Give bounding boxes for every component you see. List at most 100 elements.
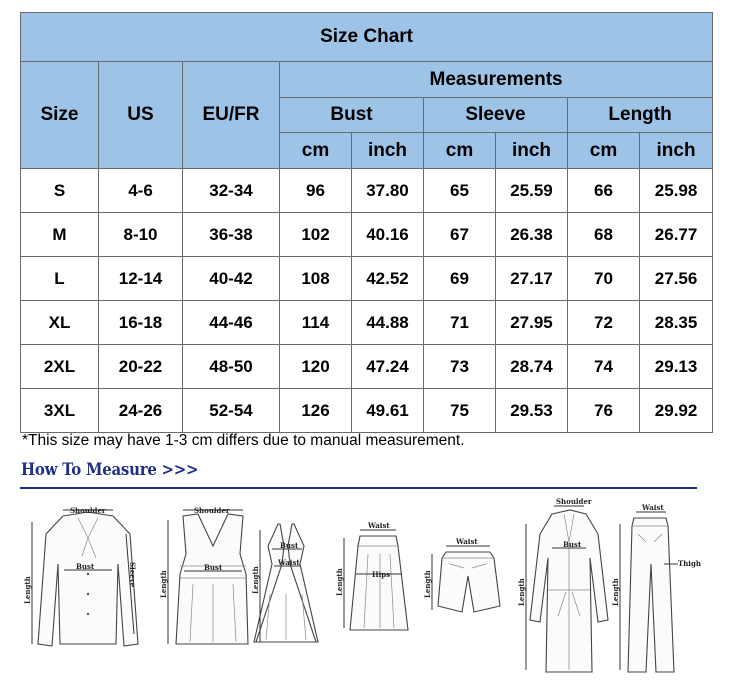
cell-bust-in: 40.16	[351, 212, 424, 257]
how-to-measure-diagrams: Shoulder Bust Length Sleeve Shoulder Bus…	[18, 494, 708, 684]
waist-label: Waist	[641, 503, 664, 512]
cell-length-in: 27.56	[638, 256, 714, 301]
blouse-diagram: Shoulder Bust Length Sleeve	[23, 506, 139, 647]
cell-length-cm: 68	[567, 212, 640, 257]
bust-label: Bust	[563, 540, 582, 549]
shoulder-label: Shoulder	[70, 506, 106, 515]
length-label: Length	[335, 568, 344, 596]
length-label: Length	[159, 570, 168, 598]
table-row: M 8-10 36-38 102 40.16 67 26.38 68 26.77	[20, 212, 714, 257]
cell-length-cm: 66	[567, 168, 640, 213]
waist-label: Waist	[277, 558, 300, 567]
cell-size: 3XL	[20, 388, 99, 433]
cell-eu: 40-42	[182, 256, 280, 301]
waist-label: Waist	[367, 521, 390, 530]
length-label: Length	[251, 566, 260, 594]
cell-bust-cm: 120	[279, 344, 352, 389]
cell-bust-cm: 114	[279, 300, 352, 345]
size-chart-table: Size Chart Size US EU/FR Measurements Bu…	[19, 12, 714, 433]
cell-bust-in: 44.88	[351, 300, 424, 345]
cell-length-in: 26.77	[638, 212, 714, 257]
cell-sleeve-cm: 75	[423, 388, 496, 433]
cell-sleeve-cm: 65	[423, 168, 496, 213]
skirt-diagram: Waist Hips Length	[335, 521, 409, 631]
cell-size: S	[20, 168, 99, 213]
unit-header: inch	[495, 132, 568, 169]
cell-us: 4-6	[98, 168, 183, 213]
cell-bust-cm: 102	[279, 212, 352, 257]
cell-sleeve-in: 27.95	[495, 300, 568, 345]
size-header: Size	[20, 61, 99, 169]
shoulder-label: Shoulder	[556, 497, 592, 506]
waist-label: Waist	[455, 537, 478, 546]
cell-sleeve-in: 26.38	[495, 212, 568, 257]
cell-sleeve-in: 25.59	[495, 168, 568, 213]
cell-size: M	[20, 212, 99, 257]
table-title: Size Chart	[19, 12, 714, 62]
cell-sleeve-in: 28.74	[495, 344, 568, 389]
cell-us: 16-18	[98, 300, 183, 345]
cell-length-in: 29.92	[638, 388, 714, 433]
cell-bust-in: 37.80	[351, 168, 424, 213]
cell-size: 2XL	[20, 344, 99, 389]
hips-label: Hips	[372, 570, 390, 579]
cell-bust-cm: 96	[279, 168, 352, 213]
us-header: US	[98, 61, 183, 169]
length-label: Length	[611, 578, 620, 606]
table-row: S 4-6 32-34 96 37.80 65 25.59 66 25.98	[20, 168, 714, 213]
sleeve-header: Sleeve	[423, 97, 568, 133]
cell-sleeve-cm: 71	[423, 300, 496, 345]
cell-length-cm: 76	[567, 388, 640, 433]
coat-diagram: Shoulder Bust Length	[517, 497, 609, 673]
table-row: XL 16-18 44-46 114 44.88 71 27.95 72 28.35	[20, 300, 714, 345]
length-label: Length	[23, 576, 32, 604]
unit-header: cm	[423, 132, 496, 169]
measurements-header: Measurements	[278, 61, 714, 98]
bust-label: Bust	[76, 562, 95, 571]
cell-sleeve-in: 29.53	[495, 388, 568, 433]
bust-label: Bust	[280, 541, 299, 550]
cell-bust-in: 42.52	[351, 256, 424, 301]
unit-header: cm	[567, 132, 640, 169]
cell-length-cm: 74	[567, 344, 640, 389]
how-to-measure-divider	[20, 487, 697, 489]
cell-bust-cm: 126	[279, 388, 352, 433]
how-to-measure-title: How To Measure >>>	[21, 460, 199, 480]
cell-length-in: 25.98	[638, 168, 714, 213]
cell-eu: 36-38	[182, 212, 280, 257]
cell-us: 24-26	[98, 388, 183, 433]
cell-bust-cm: 108	[279, 256, 352, 301]
table-row: 2XL 20-22 48-50 120 47.24 73 28.74 74 29.13	[20, 344, 714, 389]
bust-header: Bust	[279, 97, 424, 133]
cell-bust-in: 47.24	[351, 344, 424, 389]
cell-size: L	[20, 256, 99, 301]
cell-length-cm: 70	[567, 256, 640, 301]
cell-eu: 44-46	[182, 300, 280, 345]
cell-sleeve-cm: 69	[423, 256, 496, 301]
cell-eu: 52-54	[182, 388, 280, 433]
shoulder-label: Shoulder	[194, 506, 230, 515]
trousers-diagram: Waist Thigh Length	[611, 503, 701, 673]
sleeveless-top-diagram: Shoulder Bust Length	[159, 506, 249, 645]
measurement-note: *This size may have 1-3 cm differs due t…	[22, 432, 465, 449]
cell-size: XL	[20, 300, 99, 345]
cell-sleeve-in: 27.17	[495, 256, 568, 301]
cell-length-in: 29.13	[638, 344, 714, 389]
table-row: 3XL 24-26 52-54 126 49.61 75 29.53 76 29.92	[20, 388, 714, 433]
cell-sleeve-cm: 67	[423, 212, 496, 257]
eu-header: EU/FR	[182, 61, 280, 169]
bust-label: Bust	[204, 563, 223, 572]
cell-us: 8-10	[98, 212, 183, 257]
cell-eu: 32-34	[182, 168, 280, 213]
garment-diagrams: Shoulder Bust Length Sleeve Shoulder Bus…	[23, 497, 701, 673]
unit-header: cm	[279, 132, 352, 169]
cell-length-in: 28.35	[638, 300, 714, 345]
table-row: L 12-14 40-42 108 42.52 69 27.17 70 27.56	[20, 256, 714, 301]
cell-length-cm: 72	[567, 300, 640, 345]
length-label: Length	[423, 570, 432, 598]
cell-sleeve-cm: 73	[423, 344, 496, 389]
cell-eu: 48-50	[182, 344, 280, 389]
unit-header: inch	[638, 132, 714, 169]
dress-diagram: Bust Waist Length	[251, 523, 319, 643]
unit-header: inch	[351, 132, 424, 169]
